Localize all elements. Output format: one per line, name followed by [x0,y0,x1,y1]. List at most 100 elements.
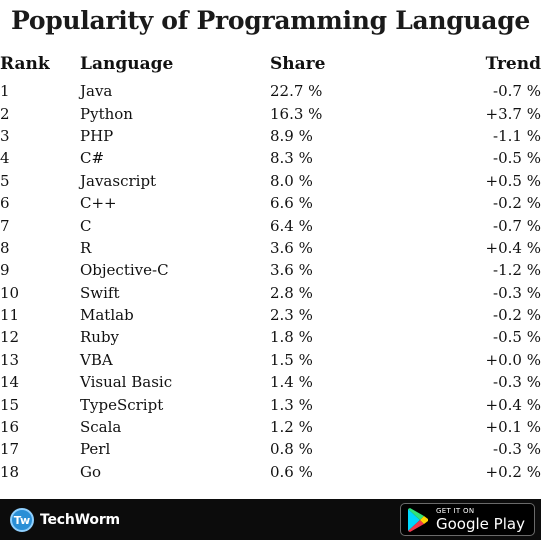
store-big-text: Google Play [436,514,525,533]
cell-rank: 9 [0,261,10,280]
cell-rank: 5 [0,171,10,190]
cell-rank: 18 [0,462,20,481]
google-play-text: GET IT ON Google Play [436,507,525,533]
table-row: 17 Perl 0.8 % -0.3 % [0,438,541,460]
cell-trend: +0.4 % [485,395,541,414]
cell-share: 1.3 % [270,395,313,414]
table-row: 9 Objective-C 3.6 % -1.2 % [0,259,541,281]
techworm-logo-icon: Tw [10,508,34,532]
table-row: 15 TypeScript 1.3 % +0.4 % [0,393,541,415]
footer-bar: Tw TechWorm GET IT ON Google Play [0,499,541,540]
cell-language: Go [80,462,102,481]
cell-rank: 8 [0,238,10,257]
google-play-badge[interactable]: GET IT ON Google Play [400,503,535,536]
cell-share: 0.6 % [270,462,313,481]
cell-language: Javascript [80,171,157,190]
cell-trend: -0.3 % [493,440,541,459]
column-header-trend: Trend [485,54,541,74]
cell-language: PHP [80,126,114,145]
cell-rank: 11 [0,306,20,325]
cell-language: Java [80,82,113,101]
store-small-text: GET IT ON [436,506,475,515]
cell-language: C [80,216,92,235]
cell-language: Scala [80,418,122,437]
cell-trend: -0.5 % [493,328,541,347]
table-row: 1 Java 22.7 % -0.7 % [0,80,541,102]
brand-name: TechWorm [40,512,120,528]
cell-rank: 6 [0,194,10,213]
cell-rank: 17 [0,440,20,459]
table-row: 5 Javascript 8.0 % +0.5 % [0,170,541,192]
table-row: 13 VBA 1.5 % +0.0 % [0,349,541,371]
cell-language: Swift [80,283,120,302]
cell-language: TypeScript [80,395,164,414]
cell-trend: +0.2 % [485,462,541,481]
table-row: 7 C 6.4 % -0.7 % [0,214,541,236]
cell-share: 8.3 % [270,149,313,168]
cell-share: 1.8 % [270,328,313,347]
cell-rank: 1 [0,82,10,101]
table-row: 11 Matlab 2.3 % -0.2 % [0,304,541,326]
cell-language: Matlab [80,306,134,325]
cell-trend: -0.7 % [493,216,541,235]
cell-language: Perl [80,440,111,459]
cell-share: 8.9 % [270,126,313,145]
column-header-rank: Rank [0,54,50,74]
cell-share: 16.3 % [270,104,323,123]
column-header-language: Language [80,54,174,74]
cell-language: R [80,238,92,257]
cell-trend: +3.7 % [485,104,541,123]
cell-trend: +0.1 % [485,418,541,437]
cell-share: 3.6 % [270,261,313,280]
cell-rank: 4 [0,149,10,168]
cell-share: 8.0 % [270,171,313,190]
cell-rank: 7 [0,216,10,235]
cell-language: C++ [80,194,117,213]
cell-trend: -0.2 % [493,194,541,213]
cell-language: C# [80,149,105,168]
cell-share: 1.2 % [270,418,313,437]
cell-trend: -0.5 % [493,149,541,168]
cell-rank: 14 [0,373,20,392]
cell-trend: -1.1 % [493,126,541,145]
cell-trend: -0.3 % [493,283,541,302]
table-row: 16 Scala 1.2 % +0.1 % [0,416,541,438]
cell-rank: 12 [0,328,20,347]
cell-rank: 16 [0,418,20,437]
cell-share: 6.4 % [270,216,313,235]
page-title: Popularity of Programming Language [11,6,530,35]
table-row: 8 R 3.6 % +0.4 % [0,237,541,259]
cell-share: 1.5 % [270,350,313,369]
table-header-row: Rank Language Share Trend [0,48,541,80]
cell-share: 3.6 % [270,238,313,257]
cell-share: 22.7 % [270,82,323,101]
cell-language: Objective-C [80,261,169,280]
cell-language: VBA [80,350,113,369]
cell-trend: +0.5 % [485,171,541,190]
cell-share: 2.3 % [270,306,313,325]
popularity-table: Rank Language Share Trend 1 Java 22.7 % -0.… [0,48,541,483]
column-header-share: Share [270,54,326,74]
table-body: 1 Java 22.7 % -0.7 % 2 Python 16.3 % +3.7 % 3 PHP… [0,80,541,483]
table-row: 12 Ruby 1.8 % -0.5 % [0,326,541,348]
table-row: 2 Python 16.3 % +3.7 % [0,102,541,124]
cell-rank: 15 [0,395,20,414]
techworm-brand: Tw TechWorm [10,507,120,533]
cell-rank: 13 [0,350,20,369]
table-row: 14 Visual Basic 1.4 % -0.3 % [0,371,541,393]
cell-language: Ruby [80,328,120,347]
cell-share: 1.4 % [270,373,313,392]
cell-language: Visual Basic [80,373,173,392]
cell-trend: -0.3 % [493,373,541,392]
cell-trend: -0.2 % [493,306,541,325]
table-row: 10 Swift 2.8 % -0.3 % [0,282,541,304]
cell-share: 2.8 % [270,283,313,302]
table-row: 6 C++ 6.6 % -0.2 % [0,192,541,214]
cell-trend: -0.7 % [493,82,541,101]
cell-rank: 3 [0,126,10,145]
cell-rank: 2 [0,104,10,123]
table-row: 3 PHP 8.9 % -1.1 % [0,125,541,147]
cell-share: 6.6 % [270,194,313,213]
table-row: 18 Go 0.6 % +0.2 % [0,461,541,483]
google-play-icon [408,507,428,532]
